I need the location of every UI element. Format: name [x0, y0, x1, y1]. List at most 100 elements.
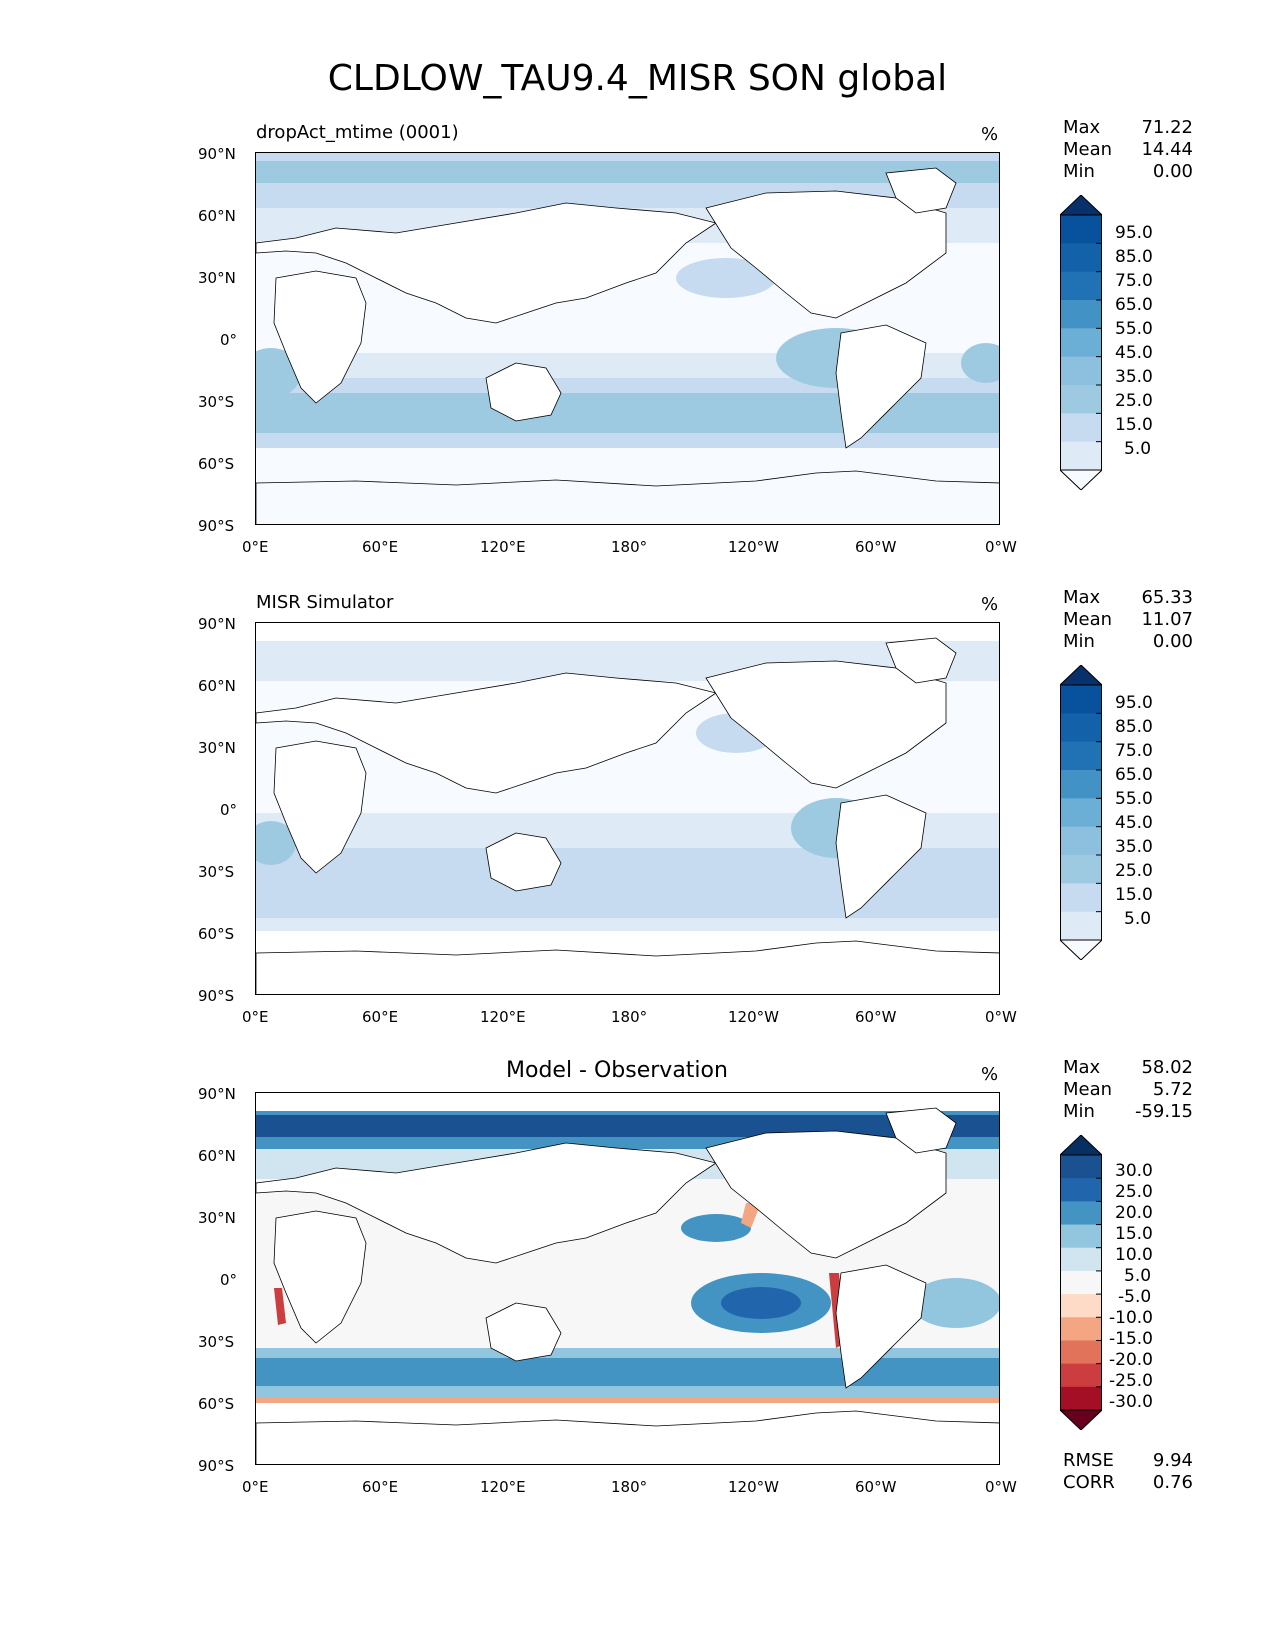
- california-stratocumulus: [676, 258, 776, 298]
- panel1-map-svg: [256, 153, 999, 524]
- p3-lon-tick-3: 180°: [611, 1478, 648, 1496]
- colorbar-band: [1060, 243, 1102, 273]
- p2-lon-tick-6: 0°W: [985, 1008, 1017, 1026]
- colorbar-band: [1060, 413, 1102, 443]
- p3-cbar-label-4: 10.0: [1115, 1245, 1153, 1265]
- panel3-colorbar: [1058, 1134, 1104, 1434]
- antarctica-land: [256, 940, 999, 994]
- colorbar-extend-max: [1058, 194, 1104, 216]
- p2-lat-tick-3: 0°: [220, 801, 238, 819]
- p1-cbar-label-6: 35.0: [1115, 367, 1153, 387]
- panel2-stats: Max 65.33 Mean 11.07 Min 0.00: [1063, 587, 1193, 653]
- namibia-coast-negative: [274, 1288, 286, 1325]
- colorbar-outline: [1060, 214, 1102, 471]
- p2-cbar-label-9: 5.0: [1124, 909, 1152, 929]
- colorbar-band: [1060, 1363, 1102, 1388]
- panel3-metrics: RMSE 9.94 CORR 0.76: [1063, 1450, 1193, 1494]
- panel2-map: [255, 622, 1000, 995]
- p1-lon-tick-0: 0°E: [242, 538, 269, 556]
- panel1-max-value: 71.22: [1141, 117, 1193, 138]
- p2-lat-tick-4: 30°S: [198, 863, 235, 881]
- panel3-units: %: [981, 1064, 999, 1085]
- colorbar-band: [1060, 798, 1102, 828]
- antarctica-land: [256, 1410, 999, 1464]
- p3-lon-tick-4: 120°W: [728, 1478, 779, 1496]
- south-america-land: [835, 1264, 927, 1389]
- p2-lat-tick-1: 60°N: [198, 677, 236, 695]
- p3-lon-tick-1: 60°E: [362, 1478, 399, 1496]
- panel3-max-label: Max: [1063, 1057, 1101, 1078]
- colorbar-band: [1060, 1317, 1102, 1341]
- rmse-label: RMSE: [1063, 1450, 1114, 1471]
- p1-lon-tick-1: 60°E: [362, 538, 399, 556]
- panel1-stats: Max 71.22 Mean 14.44 Min 0.00: [1063, 117, 1193, 183]
- p1-cbar-label-3: 65.0: [1115, 295, 1153, 315]
- corr-label: CORR: [1063, 1472, 1115, 1493]
- panel1-mean-label: Mean: [1063, 139, 1113, 160]
- p1-cbar-label-8: 15.0: [1115, 415, 1153, 435]
- p1-lon-tick-5: 60°W: [855, 538, 897, 556]
- p1-lat-tick-1: 60°N: [198, 207, 236, 225]
- colorbar-band: [1060, 1155, 1102, 1179]
- arctic-cloud-core: [256, 161, 999, 183]
- p1-cbar-label-5: 45.0: [1115, 343, 1153, 363]
- p2-lon-tick-3: 180°: [611, 1008, 648, 1026]
- p1-cbar-label-2: 75.0: [1115, 271, 1153, 291]
- p3-cbar-label-3: 15.0: [1115, 1224, 1153, 1244]
- p3-cbar-label-10: -25.0: [1109, 1371, 1153, 1391]
- south-atlantic-positive: [911, 1278, 999, 1328]
- p3-lat-tick-0: 90°N: [198, 1085, 236, 1103]
- panel1-units: %: [981, 124, 999, 145]
- p2-cbar-label-5: 45.0: [1115, 813, 1153, 833]
- east-pacific-core: [721, 1287, 801, 1319]
- colorbar-band: [1060, 1294, 1102, 1318]
- p3-cbar-label-0: 30.0: [1115, 1161, 1153, 1181]
- panel1-mean-value: 14.44: [1141, 139, 1193, 160]
- south-america-land: [835, 324, 927, 449]
- panel3-mean-value: 5.72: [1152, 1079, 1193, 1100]
- australia-land: [485, 362, 562, 422]
- colorbar-outline: [1060, 684, 1102, 941]
- p2-cbar-label-6: 35.0: [1115, 837, 1153, 857]
- colorbar-band: [1060, 911, 1102, 941]
- p1-lon-tick-3: 180°: [611, 538, 648, 556]
- p2-lon-tick-1: 60°E: [362, 1008, 399, 1026]
- p3-cbar-label-6: -5.0: [1118, 1287, 1152, 1307]
- colorbar-band: [1060, 1201, 1102, 1226]
- panel3-max-value: 58.02: [1141, 1057, 1193, 1078]
- colorbar-band: [1060, 1270, 1102, 1295]
- panel1-colorbar: [1058, 194, 1104, 494]
- colorbar-band: [1060, 356, 1102, 386]
- california-coast-negative: [741, 1203, 761, 1228]
- p2-lon-tick-4: 120°W: [728, 1008, 779, 1026]
- panel3-colorbar-svg: [1058, 1134, 1104, 1431]
- p3-lat-tick-6: 90°S: [198, 1457, 235, 1475]
- panel2-units: %: [981, 594, 999, 615]
- p3-lat-tick-5: 60°S: [198, 1395, 235, 1413]
- panel1-title: dropAct_mtime (0001): [256, 122, 459, 143]
- greenland-land: [885, 167, 957, 214]
- p1-lat-tick-6: 90°S: [198, 517, 235, 535]
- panel3-min-label: Min: [1063, 1101, 1095, 1122]
- eurasia-land: [256, 1142, 717, 1264]
- colorbar-band: [1060, 328, 1102, 358]
- africa-land: [273, 1210, 367, 1344]
- panel1-map: [255, 152, 1000, 525]
- p3-cbar-label-7: -10.0: [1109, 1308, 1153, 1328]
- colorbar-band: [1060, 713, 1102, 743]
- p2-lat-tick-6: 90°S: [198, 987, 235, 1005]
- panel2-colorbar-svg: [1058, 664, 1104, 961]
- p2-cbar-label-7: 25.0: [1115, 861, 1153, 881]
- panel1-min-label: Min: [1063, 161, 1095, 182]
- p3-cbar-label-11: -30.0: [1109, 1392, 1153, 1412]
- antarctica-land: [256, 470, 999, 524]
- p3-lat-tick-3: 0°: [220, 1271, 238, 1289]
- atlantic-stratocumulus: [961, 343, 999, 383]
- colorbar-band: [1060, 855, 1102, 884]
- p3-lon-tick-2: 120°E: [480, 1478, 526, 1496]
- p1-lat-tick-0: 90°N: [198, 145, 236, 163]
- panel3-title: Model - Observation: [506, 1058, 728, 1083]
- panel2-max-value: 65.33: [1141, 587, 1193, 608]
- p1-cbar-label-4: 55.0: [1115, 319, 1153, 339]
- figure-title: CLDLOW_TAU9.4_MISR SON global: [327, 58, 948, 99]
